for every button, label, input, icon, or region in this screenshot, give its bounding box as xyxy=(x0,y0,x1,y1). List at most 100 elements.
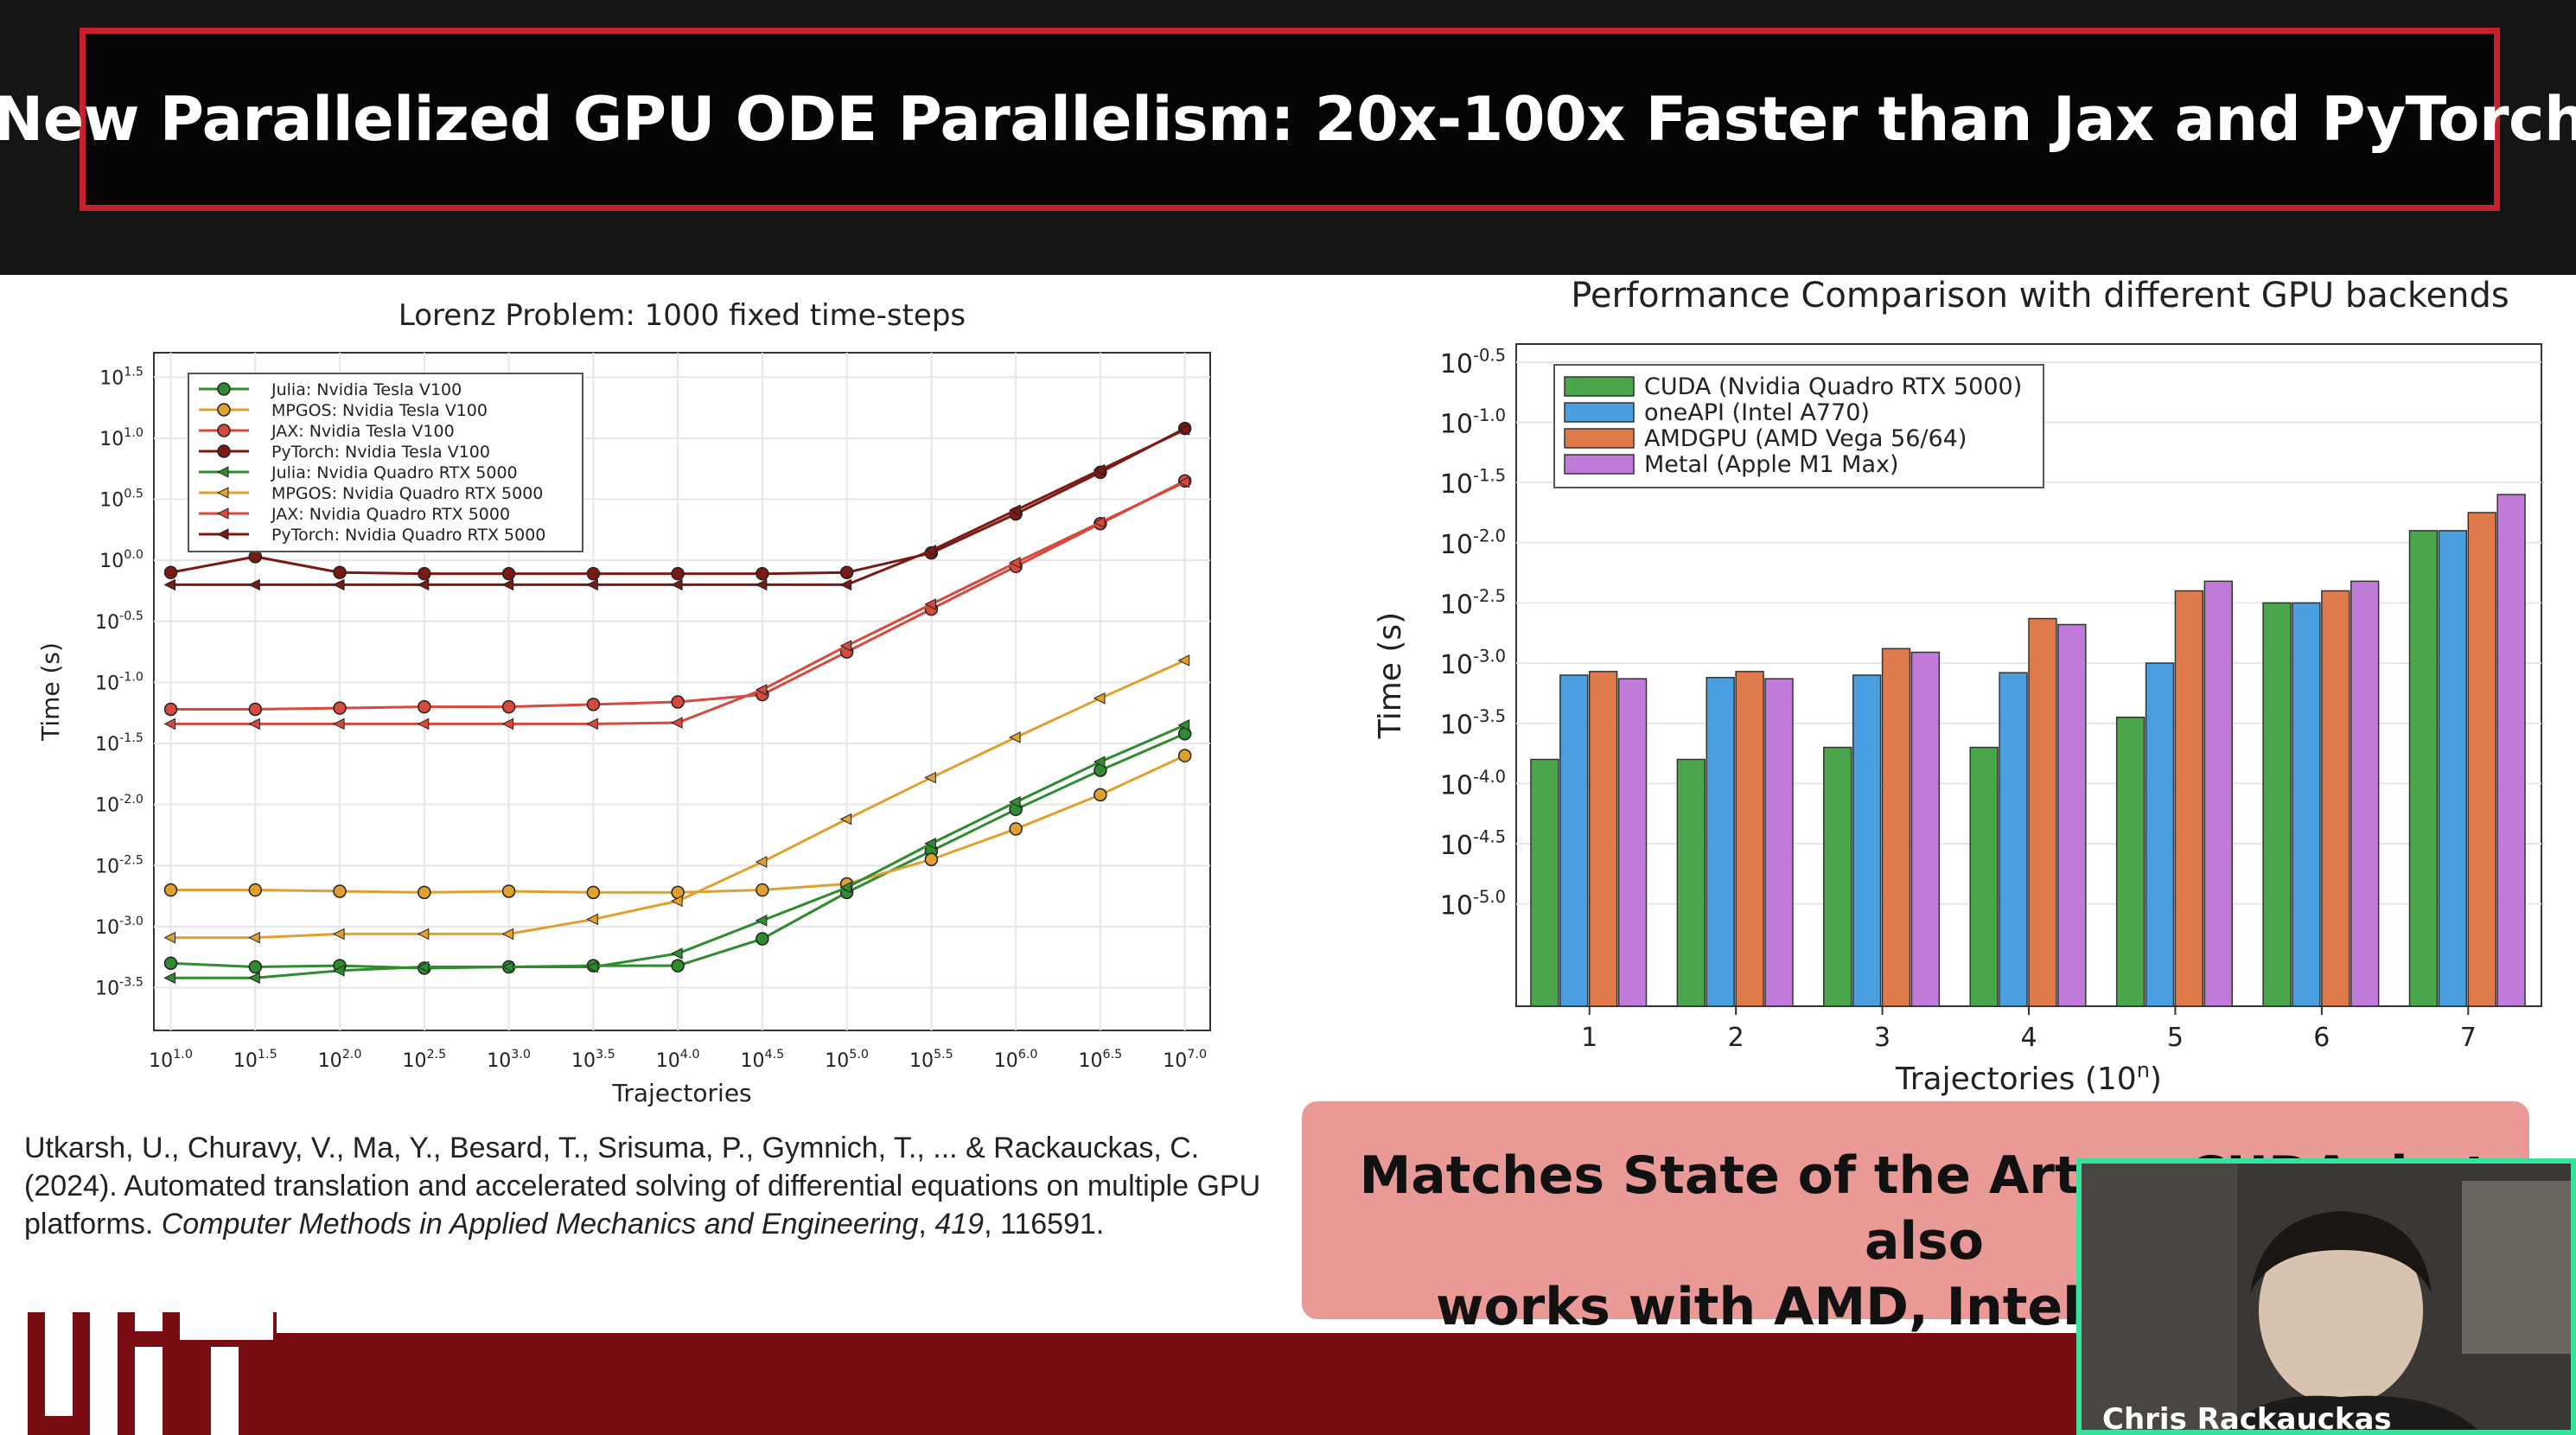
data-point xyxy=(248,550,263,564)
bar xyxy=(1823,746,1852,1007)
data-point xyxy=(417,960,430,973)
bar xyxy=(1969,746,1999,1007)
citation-journal: Computer Methods in Applied Mechanics an… xyxy=(161,1208,919,1240)
bar xyxy=(2321,590,2350,1007)
data-point xyxy=(755,856,768,868)
y-tick-label: 10-3.5 xyxy=(95,976,143,1000)
data-point xyxy=(924,598,936,610)
data-point xyxy=(670,717,683,729)
data-point xyxy=(755,684,768,696)
data-point xyxy=(1177,475,1190,488)
citation-volume: 419 xyxy=(934,1208,985,1240)
data-point xyxy=(670,947,683,960)
x-tick-label: 106.0 xyxy=(994,1048,1038,1072)
data-point xyxy=(755,915,768,927)
data-point xyxy=(839,881,852,894)
legend-marker xyxy=(217,382,231,396)
data-point xyxy=(1177,654,1190,666)
data-point xyxy=(332,964,345,977)
y-tick-label: 10-3.0 xyxy=(1440,647,1506,681)
bar xyxy=(2467,512,2496,1007)
data-point xyxy=(586,718,598,730)
data-point xyxy=(586,885,601,900)
y-tick-label: 100.0 xyxy=(99,548,143,572)
data-point xyxy=(417,578,430,591)
data-point xyxy=(924,771,936,784)
citation-tail: , 116591. xyxy=(984,1208,1105,1240)
y-tick-label: 10-4.0 xyxy=(1440,767,1506,801)
data-point xyxy=(501,578,514,591)
x-tick-label: 101.5 xyxy=(233,1048,277,1072)
x-tick-label: 105.5 xyxy=(909,1048,953,1072)
bar xyxy=(2262,602,2292,1007)
gpu-backend-chart: Performance Comparison with different GP… xyxy=(1373,276,2542,1097)
data-point xyxy=(248,883,263,897)
x-tick-label: 3 xyxy=(1874,1023,1891,1053)
data-point xyxy=(333,884,347,898)
data-point xyxy=(756,932,769,946)
y-tick-label: 10-1.0 xyxy=(1440,405,1506,440)
legend-marker xyxy=(216,466,229,478)
chart-title: Lorenz Problem: 1000 fixed time-steps xyxy=(399,298,966,333)
data-point xyxy=(1009,731,1021,743)
y-tick-label: 10-1.5 xyxy=(95,731,143,756)
x-tick-label: 2 xyxy=(1728,1023,1744,1053)
x-tick-label: 103.0 xyxy=(487,1048,531,1072)
data-point xyxy=(586,566,601,581)
data-point xyxy=(1093,756,1106,769)
bar xyxy=(2057,623,2087,1007)
data-point xyxy=(924,545,936,557)
bar xyxy=(2145,662,2175,1007)
data-point xyxy=(248,960,263,974)
title-bar: New Parallelized GPU ODE Parallelism: 20… xyxy=(0,0,2576,275)
legend-label: PyTorch: Nvidia Quadro RTX 5000 xyxy=(271,526,545,545)
data-point xyxy=(163,565,178,580)
webcam-overlay: Chris Rackauckas xyxy=(2076,1158,2576,1435)
x-tick-label: 1 xyxy=(1581,1023,1597,1053)
bar xyxy=(1764,678,1794,1007)
x-tick-label: 101.0 xyxy=(149,1048,193,1072)
y-tick-label: 10-4.5 xyxy=(1440,826,1506,861)
x-tick-label: 106.5 xyxy=(1079,1048,1123,1072)
data-point xyxy=(586,578,598,591)
legend-marker xyxy=(217,424,231,437)
data-point xyxy=(332,928,345,941)
data-point xyxy=(1009,557,1021,569)
legend-label: oneAPI (Intel A770) xyxy=(1644,399,1870,426)
data-point xyxy=(333,701,347,715)
data-point xyxy=(501,718,514,730)
data-point xyxy=(163,972,176,985)
x-tick-label: 7 xyxy=(2460,1023,2477,1053)
bar xyxy=(1910,651,1941,1007)
data-point xyxy=(418,566,431,581)
data-point xyxy=(924,852,939,866)
y-tick-label: 10-2.0 xyxy=(95,793,143,817)
data-point xyxy=(839,640,852,652)
data-point xyxy=(417,928,430,941)
data-point xyxy=(418,885,431,900)
y-tick-label: 101.0 xyxy=(99,426,143,450)
legend-swatch xyxy=(1564,376,1635,397)
bar xyxy=(1588,671,1618,1007)
data-point xyxy=(839,565,854,580)
bar xyxy=(1530,758,1559,1007)
data-point xyxy=(839,813,852,826)
data-point xyxy=(1177,749,1192,762)
y-tick-label: 10-1.5 xyxy=(1440,466,1506,501)
bar xyxy=(2496,494,2526,1007)
x-tick-label: 103.5 xyxy=(571,1048,615,1072)
data-point xyxy=(671,695,685,709)
x-tick-label: 6 xyxy=(2313,1023,2330,1053)
chart-title: Performance Comparison with different GP… xyxy=(1571,276,2509,316)
data-point xyxy=(1177,424,1190,436)
data-point xyxy=(248,702,263,717)
data-point xyxy=(755,578,768,591)
y-tick-label: 101.5 xyxy=(99,365,143,389)
data-point xyxy=(163,956,178,971)
title-box: New Parallelized GPU ODE Parallelism: 20… xyxy=(0,28,2576,211)
data-point xyxy=(670,895,683,908)
bar xyxy=(1676,758,1706,1007)
data-point xyxy=(163,718,176,730)
data-point xyxy=(1009,822,1023,836)
x-tick-label: 102.5 xyxy=(402,1048,446,1072)
